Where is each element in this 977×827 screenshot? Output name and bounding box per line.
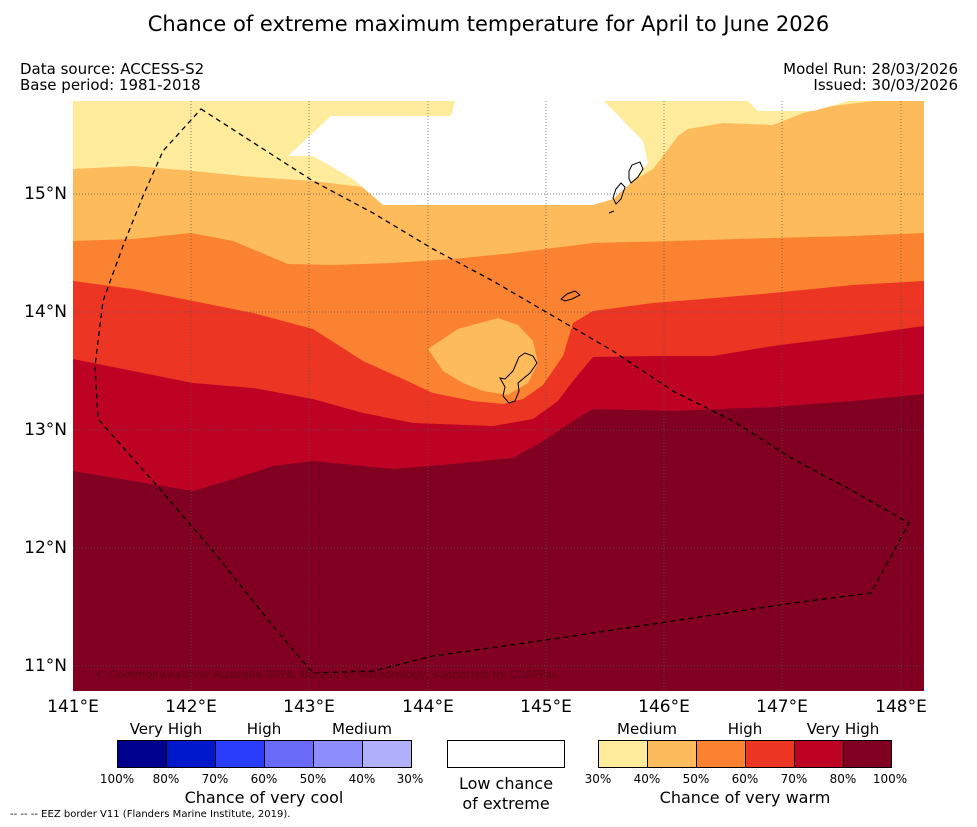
island-tinian <box>612 182 626 205</box>
eez-border-note: -- -- -- EEZ border V11 (Flanders Marine… <box>10 809 291 820</box>
lat-label-12: 12°N <box>24 538 67 558</box>
warm-tick: 50% <box>682 772 710 786</box>
cool-category-medium: Medium <box>332 720 392 738</box>
cool-tick: 40% <box>348 772 376 786</box>
lon-label-146: 146°E <box>638 697 690 717</box>
island-rota <box>560 290 581 302</box>
island-aguijan <box>608 210 615 214</box>
eez-border <box>94 108 910 674</box>
lat-label-11: 11°N <box>24 656 67 676</box>
cool-tick: 30% <box>396 772 424 786</box>
chart-title: Chance of extreme maximum temperature fo… <box>147 12 830 36</box>
band-highlight-40-50 <box>428 318 538 395</box>
low-chance-label-line1: Low chance <box>458 774 554 793</box>
lon-label-142: 142°E <box>165 697 217 717</box>
lon-label-143: 143°E <box>283 697 335 717</box>
warm-colorbar-frame <box>598 740 892 768</box>
issued-text: Issued: 30/03/2026 <box>813 76 958 94</box>
lon-label-144: 144°E <box>402 697 454 717</box>
lon-label-145: 145°E <box>520 697 572 717</box>
low-chance-region <box>288 101 648 205</box>
run-info: Model Run: 28/03/2026 Issued: 30/03/2026 <box>783 61 958 93</box>
cool-swatch-80-70 <box>166 740 215 767</box>
forecast-map: © Commonwealth of Australia 2026, Bureau… <box>73 101 924 691</box>
base-period-text: Base period: 1981-2018 <box>20 76 201 94</box>
cool-tick: 80% <box>152 772 180 786</box>
low-chance-swatch <box>447 740 565 768</box>
lat-label-13: 13°N <box>24 420 67 440</box>
lon-label-141: 141°E <box>47 697 99 717</box>
cool-category-high: High <box>246 720 282 738</box>
cool-tick: 100% <box>99 772 135 786</box>
warm-category-very-high: Very High <box>806 720 880 738</box>
data-source-text: Data source: ACCESS-S2 <box>20 60 205 78</box>
lat-label-15: 15°N <box>24 184 67 204</box>
low-chance-label-line2: of extreme <box>462 794 550 813</box>
low-chance-region-corner <box>748 101 848 111</box>
warm-category-medium: Medium <box>617 720 677 738</box>
warm-tick: 30% <box>584 772 612 786</box>
warm-tick: 60% <box>731 772 759 786</box>
warm-category-high: High <box>727 720 763 738</box>
lat-label-14: 14°N <box>24 302 67 322</box>
warm-tick: 40% <box>633 772 661 786</box>
cool-category-very-high: Very High <box>129 720 203 738</box>
island-saipan <box>628 161 644 184</box>
warm-tick: 80% <box>829 772 857 786</box>
cool-tick: 70% <box>201 772 229 786</box>
lon-label-148: 148°E <box>875 697 927 717</box>
model-run-text: Model Run: 28/03/2026 <box>783 60 958 78</box>
warm-swatch-70-80 <box>794 740 843 767</box>
island-outlines <box>499 161 644 404</box>
copyright-notice: © Commonwealth of Australia 2026, Bureau… <box>95 668 558 681</box>
cool-swatch-40-30 <box>362 740 411 767</box>
warm-swatch-60-70 <box>745 740 794 767</box>
data-info: Data source: ACCESS-S2 Base period: 1981… <box>20 61 204 93</box>
warm-swatch-40-50 <box>647 740 696 767</box>
warm-tick: 70% <box>780 772 808 786</box>
cool-swatch-70-60 <box>215 740 264 767</box>
warm-swatch-50-60 <box>696 740 745 767</box>
warm-legend-title: Chance of very warm <box>659 788 831 807</box>
cool-swatch-50-40 <box>313 740 362 767</box>
low-chance-label: Low chance of extreme <box>459 774 553 814</box>
cool-tick: 50% <box>299 772 327 786</box>
gridlines <box>73 101 924 691</box>
cool-swatch-60-50 <box>264 740 313 767</box>
warm-swatch-30-40 <box>598 740 647 767</box>
cool-tick: 60% <box>250 772 278 786</box>
island-guam <box>499 352 538 404</box>
warm-tick: 100% <box>872 772 908 786</box>
lon-label-147: 147°E <box>756 697 808 717</box>
cool-colorbar-frame <box>117 740 412 768</box>
warm-swatch-80-100 <box>843 740 892 767</box>
cool-legend-title: Chance of very cool <box>184 788 344 807</box>
band-80-100 <box>73 394 924 691</box>
